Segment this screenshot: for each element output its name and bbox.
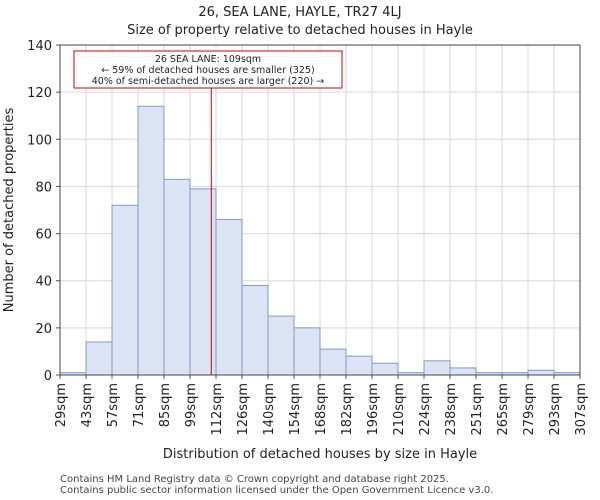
x-tick-label: 126sqm [236, 383, 251, 436]
y-tick-label: 140 [27, 39, 52, 54]
histogram-bar [215, 218, 243, 376]
plot-frame [59, 44, 581, 376]
marker-annotation: 26 SEA LANE: 109sqm ← 59% of detached ho… [73, 50, 343, 89]
footer-line-2: Contains public sector information licen… [60, 485, 494, 496]
x-tick-label: 224sqm [418, 383, 433, 436]
x-tick-label: 182sqm [340, 383, 355, 436]
x-tick-label: 238sqm [444, 383, 459, 436]
annotation-box [73, 50, 343, 89]
y-tick-label: 40 [35, 275, 52, 290]
x-tick-label: 85sqm [158, 383, 173, 427]
x-tick-label: 210sqm [392, 383, 407, 436]
x-tick-label: 29sqm [54, 383, 69, 427]
x-tick-label: 112sqm [210, 383, 225, 436]
annotation-line-3: 40% of semi-detached houses are larger (… [92, 76, 325, 87]
histogram-bar [267, 315, 295, 376]
x-tick-label: 293sqm [548, 383, 563, 436]
y-tick-label: 20 [35, 322, 52, 337]
histogram-bar [189, 188, 217, 376]
x-tick-label: 265sqm [496, 383, 511, 436]
x-tick-label: 196sqm [366, 383, 381, 436]
x-tick-label: 43sqm [80, 383, 95, 427]
annotation-line-2: ← 59% of detached houses are smaller (32… [101, 65, 314, 76]
y-tick-label: 120 [27, 86, 52, 101]
y-axis-ticks: 0 20 40 60 80 100 120 140 [27, 39, 60, 384]
y-tick-label: 80 [35, 180, 52, 195]
x-tick-label: 140sqm [262, 383, 277, 436]
y-tick-label: 100 [27, 133, 52, 148]
histogram-bar [319, 348, 347, 376]
histogram-bar [293, 327, 321, 376]
chart-subtitle: Size of property relative to detached ho… [127, 23, 473, 38]
histogram-bar [345, 355, 373, 376]
x-axis-label: Distribution of detached houses by size … [163, 447, 477, 462]
x-tick-label: 279sqm [522, 383, 537, 436]
x-tick-label: 71sqm [132, 383, 147, 427]
y-tick-label: 60 [35, 228, 52, 243]
footer-line-1: Contains HM Land Registry data © Crown c… [60, 474, 449, 485]
x-tick-label: 307sqm [574, 383, 589, 436]
y-tick-label: 0 [44, 369, 52, 384]
chart-title: 26, SEA LANE, HAYLE, TR27 4LJ [198, 5, 402, 20]
histogram-bar [111, 204, 139, 376]
histogram-bar [423, 360, 451, 376]
x-tick-label: 154sqm [288, 383, 303, 436]
histogram-bar [527, 369, 555, 376]
x-tick-label: 57sqm [106, 383, 121, 427]
histogram-bar [163, 178, 191, 376]
x-axis-ticks: 29sqm 43sqm 57sqm 71sqm 85sqm 99sqm 112sqm 126s… [54, 375, 589, 436]
histogram-bar [449, 367, 477, 376]
x-tick-label: 99sqm [184, 383, 199, 427]
y-axis-label: Number of detached properties [2, 108, 17, 313]
histogram-bar [241, 284, 269, 376]
x-tick-label: 168sqm [314, 383, 329, 436]
histogram-bar [85, 341, 113, 376]
histogram-bar [137, 105, 165, 376]
histogram-bar [371, 362, 399, 376]
annotation-line-1: 26 SEA LANE: 109sqm [155, 54, 261, 65]
bars-group [59, 105, 581, 376]
x-tick-label: 251sqm [470, 383, 485, 436]
